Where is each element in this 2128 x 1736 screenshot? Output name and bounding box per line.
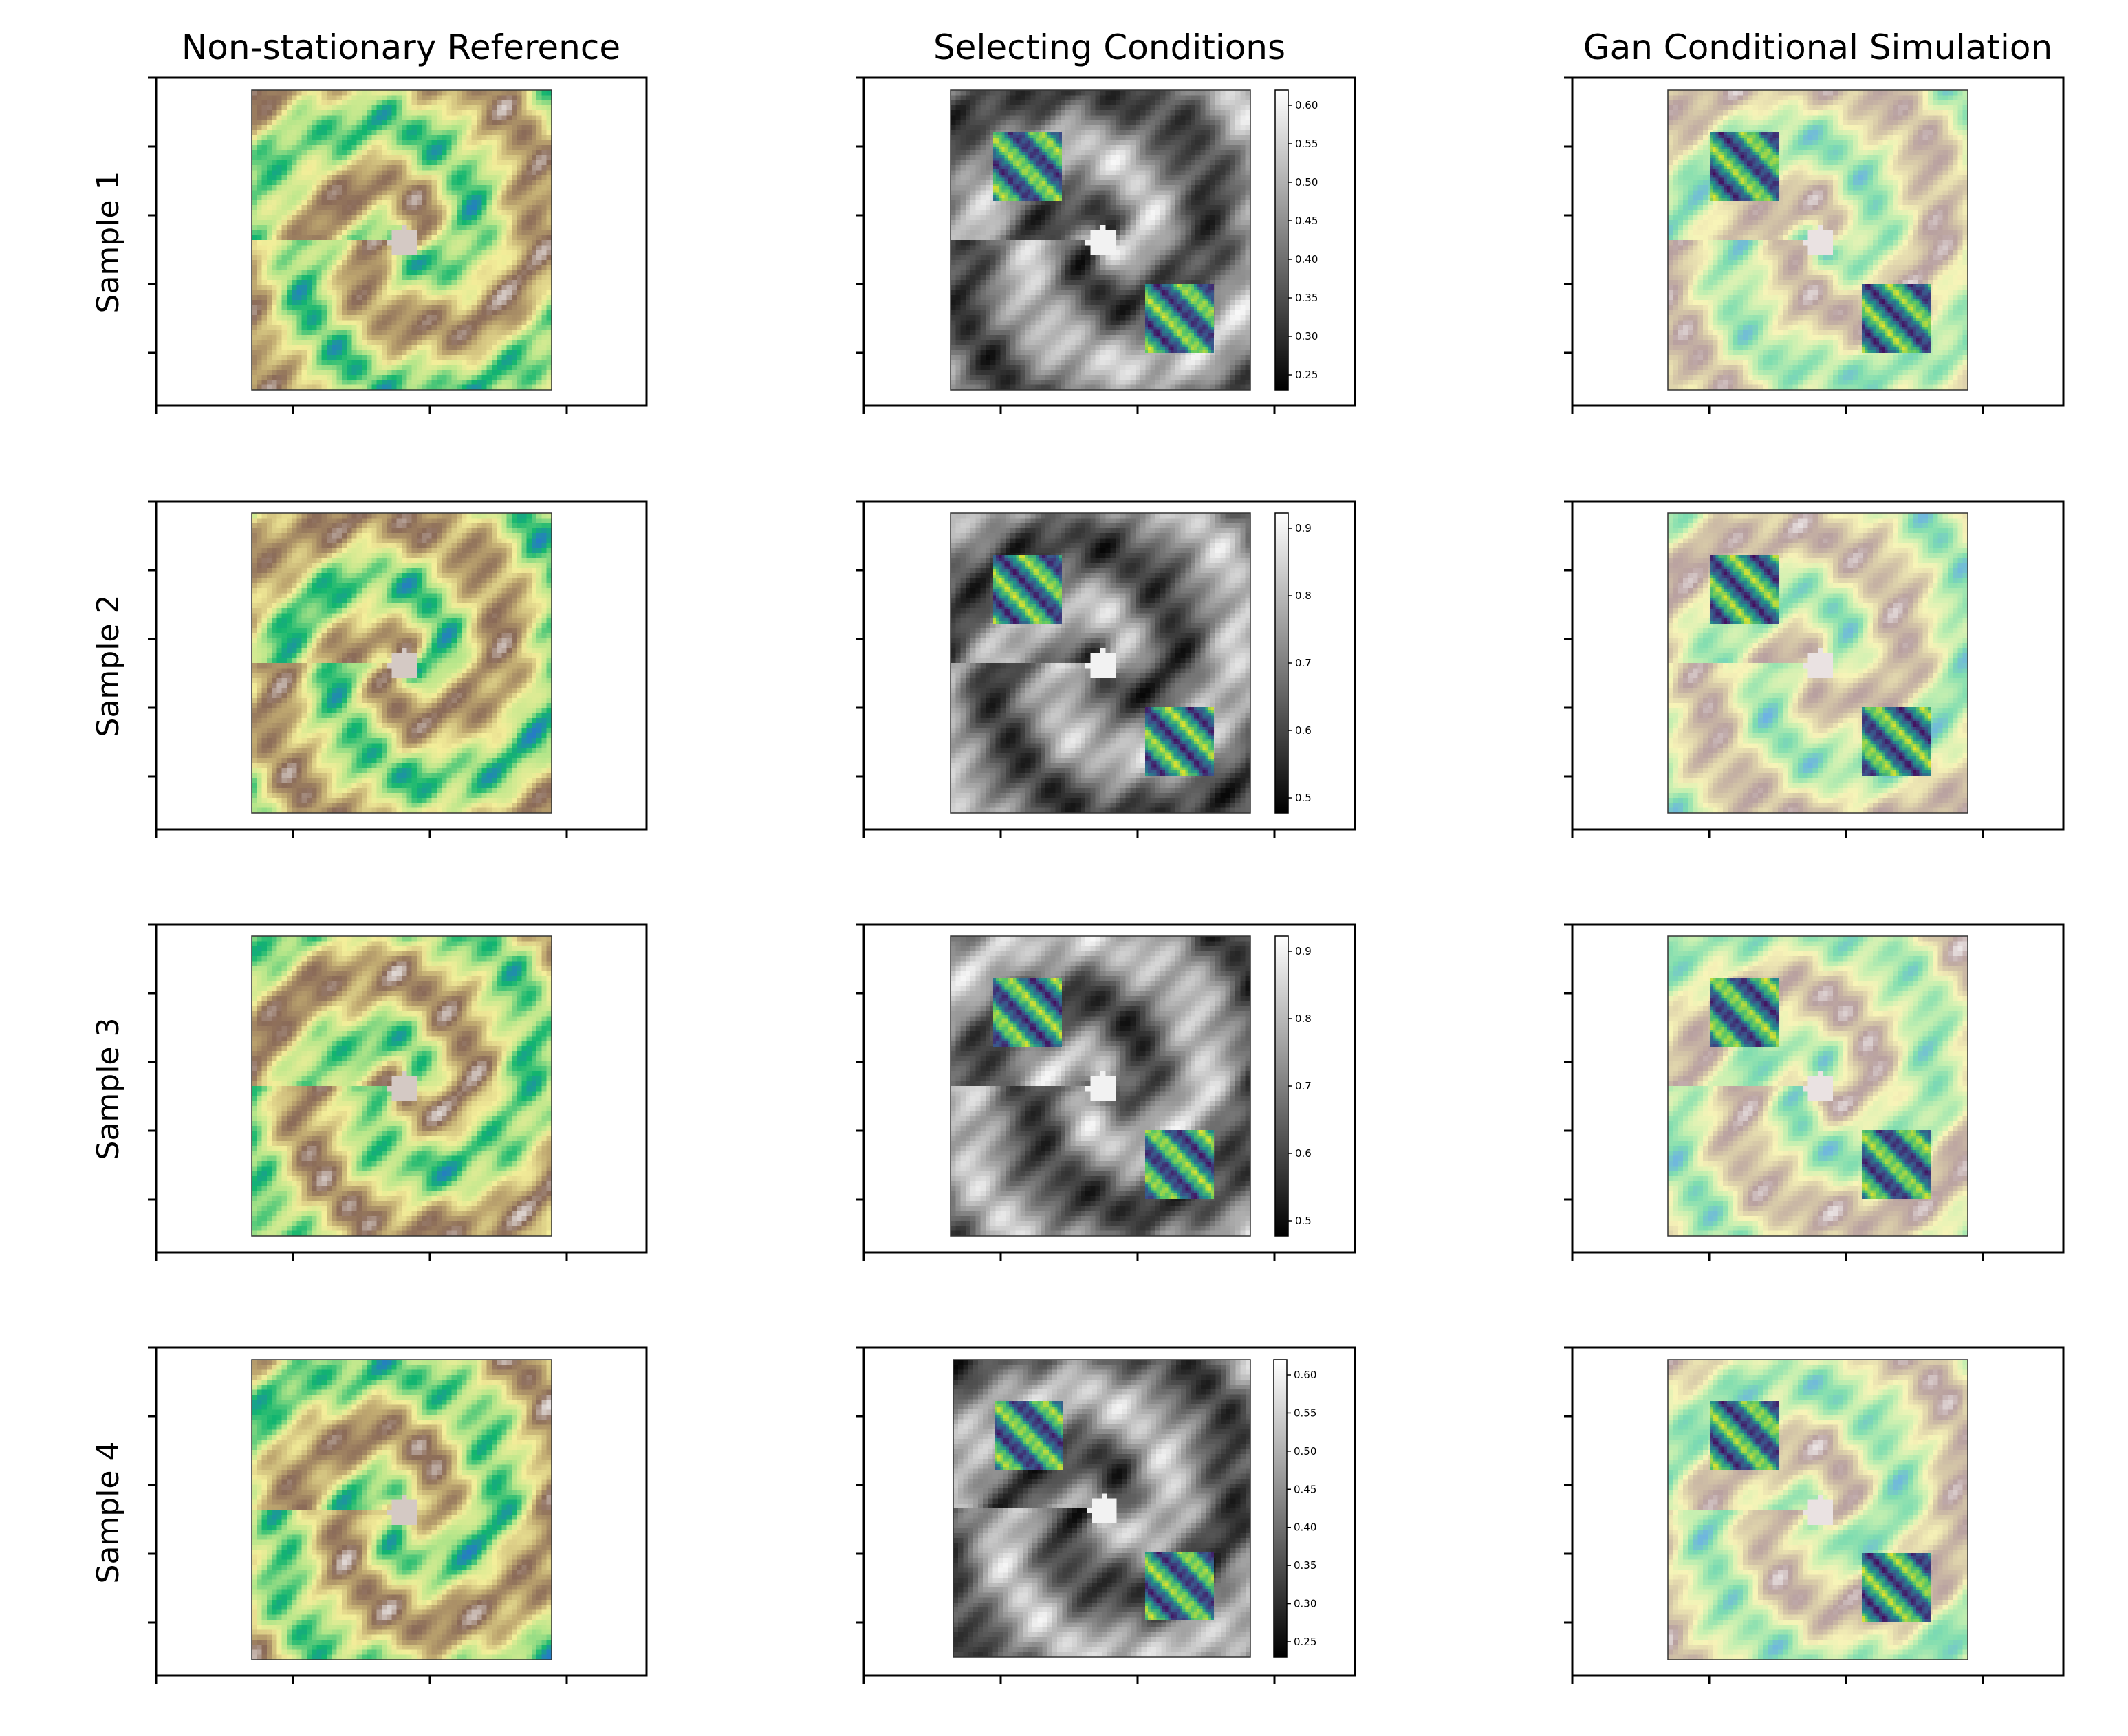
column-title-reference: Non-stationary Reference bbox=[182, 28, 620, 67]
condition-patch-upper-left bbox=[1710, 978, 1779, 1047]
panel-conditions-sample-3: 0.9 0.8 0.7 0.6 0.5 bbox=[856, 923, 1356, 1261]
condition-patch-lower-right bbox=[1145, 707, 1214, 776]
colorbar-tick-label: 0.40 bbox=[1295, 253, 1318, 265]
colorbar-tick-label: 0.25 bbox=[1295, 369, 1318, 381]
colorbar-tick-label: 0.30 bbox=[1295, 330, 1318, 343]
colorbar-tick-label: 0.7 bbox=[1295, 1080, 1312, 1092]
colorbar-sample-4 bbox=[1273, 1359, 1288, 1658]
axes-frame bbox=[1571, 1346, 2065, 1677]
colorbar-sample-3 bbox=[1274, 935, 1289, 1237]
row-label-sample-4: Sample 4 bbox=[91, 1442, 126, 1584]
map-border bbox=[1667, 935, 1968, 1237]
panel-simulation-sample-3 bbox=[1564, 923, 2065, 1261]
condition-patch-lower-right bbox=[1862, 1130, 1931, 1199]
panel-simulation-sample-1 bbox=[1564, 76, 2065, 414]
colorbar-tick-label: 0.55 bbox=[1294, 1407, 1316, 1419]
panel-conditions-sample-4: 0.60 0.55 0.50 0.45 0.40 0.35 0.30 0.25 bbox=[856, 1346, 1356, 1684]
condition-patch-lower-right bbox=[1862, 1553, 1931, 1622]
column-title-conditions: Selecting Conditions bbox=[933, 28, 1285, 67]
colorbar-ticks-sample-1: 0.60 0.55 0.50 0.45 0.40 0.35 0.30 0.25 bbox=[1288, 99, 1318, 381]
reference-map-sample-1 bbox=[252, 90, 552, 390]
axes-frame bbox=[155, 76, 648, 407]
colorbar-tick-label: 0.8 bbox=[1295, 589, 1312, 602]
colorbar-ticks-sample-4: 0.60 0.55 0.50 0.45 0.40 0.35 0.30 0.25 bbox=[1287, 1369, 1316, 1648]
colorbar-tick-label: 0.6 bbox=[1295, 1147, 1312, 1160]
axes-frame bbox=[1571, 76, 2065, 407]
map-border bbox=[1667, 512, 1968, 814]
condition-patch-upper-left bbox=[993, 555, 1062, 624]
axes-frame bbox=[1571, 923, 2065, 1254]
panel-reference-sample-1 bbox=[148, 76, 648, 414]
panel-reference-sample-3 bbox=[148, 923, 648, 1261]
map-border bbox=[950, 935, 1251, 1237]
panel-conditions-sample-2: 0.9 0.8 0.7 0.6 0.5 bbox=[856, 500, 1356, 838]
colorbar-tick-label: 0.25 bbox=[1294, 1636, 1316, 1648]
condition-patch-lower-right bbox=[1145, 1130, 1214, 1199]
condition-patch-lower-right bbox=[1145, 1552, 1214, 1620]
condition-patch-upper-left bbox=[993, 978, 1062, 1047]
condition-patch-lower-right bbox=[1145, 284, 1214, 353]
reference-map-sample-4 bbox=[252, 1360, 552, 1660]
map-border bbox=[251, 1359, 552, 1660]
colorbar-tick-label: 0.50 bbox=[1295, 176, 1318, 188]
panel-simulation-sample-2 bbox=[1564, 500, 2065, 838]
reference-map-sample-3 bbox=[252, 936, 552, 1236]
colorbar-tick-label: 0.7 bbox=[1295, 657, 1312, 669]
reference-map-sample-2 bbox=[252, 513, 552, 813]
colorbar-tick-label: 0.45 bbox=[1295, 215, 1318, 227]
axes-frame bbox=[155, 1346, 648, 1677]
colorbar-tick-label: 0.60 bbox=[1294, 1369, 1316, 1381]
column-title-simulation: Gan Conditional Simulation bbox=[1583, 28, 2052, 67]
axes-frame bbox=[862, 923, 1356, 1254]
condition-patch-upper-left bbox=[993, 132, 1062, 201]
map-border bbox=[251, 89, 552, 391]
colorbar-ticks-sample-3: 0.9 0.8 0.7 0.6 0.5 bbox=[1288, 945, 1312, 1227]
panel-reference-sample-4 bbox=[148, 1346, 648, 1684]
colorbar-tick-label: 0.55 bbox=[1295, 138, 1318, 150]
map-border bbox=[1667, 1359, 1968, 1660]
colorbar-tick-label: 0.50 bbox=[1294, 1445, 1316, 1457]
panel-conditions-sample-1: 0.60 0.55 0.50 0.45 0.40 0.35 0.30 0.25 bbox=[856, 76, 1356, 414]
axes-frame bbox=[862, 76, 1356, 407]
condition-patch-upper-left bbox=[995, 1401, 1063, 1470]
condition-patch-upper-left bbox=[1710, 132, 1779, 201]
row-label-sample-3: Sample 3 bbox=[91, 1018, 126, 1160]
colorbar-sample-1 bbox=[1274, 89, 1289, 391]
colorbar-tick-label: 0.8 bbox=[1295, 1012, 1312, 1025]
row-label-sample-1: Sample 1 bbox=[91, 171, 126, 314]
colorbar-tick-label: 0.35 bbox=[1294, 1559, 1316, 1572]
map-border bbox=[251, 512, 552, 814]
colorbar-ticks-sample-2: 0.9 0.8 0.7 0.6 0.5 bbox=[1288, 522, 1312, 804]
colorbar-sample-2 bbox=[1274, 512, 1289, 814]
colorbar-tick-label: 0.5 bbox=[1295, 792, 1312, 804]
map-border bbox=[950, 89, 1251, 391]
colorbar-tick-label: 0.9 bbox=[1295, 522, 1312, 534]
colorbar-tick-label: 0.6 bbox=[1295, 724, 1312, 737]
colorbar-tick-label: 0.40 bbox=[1294, 1521, 1316, 1534]
panel-simulation-sample-4 bbox=[1564, 1346, 2065, 1684]
axes-frame bbox=[862, 500, 1356, 831]
axes-frame bbox=[1571, 500, 2065, 831]
map-border bbox=[953, 1359, 1251, 1658]
row-label-sample-2: Sample 2 bbox=[91, 595, 126, 737]
colorbar-tick-label: 0.9 bbox=[1295, 945, 1312, 957]
colorbar-tick-label: 0.35 bbox=[1295, 292, 1318, 304]
map-border bbox=[251, 935, 552, 1237]
axes-frame bbox=[862, 1346, 1356, 1677]
colorbar-tick-label: 0.60 bbox=[1295, 99, 1318, 111]
axes-frame bbox=[155, 500, 648, 831]
panel-reference-sample-2 bbox=[148, 500, 648, 838]
condition-patch-upper-left bbox=[1710, 555, 1779, 624]
condition-patch-lower-right bbox=[1862, 707, 1931, 776]
colorbar-tick-label: 0.30 bbox=[1294, 1598, 1316, 1610]
axes-frame bbox=[155, 923, 648, 1254]
map-border bbox=[1667, 89, 1968, 391]
map-border bbox=[950, 512, 1251, 814]
condition-patch-upper-left bbox=[1710, 1401, 1779, 1470]
colorbar-tick-label: 0.45 bbox=[1294, 1483, 1316, 1495]
condition-patch-lower-right bbox=[1862, 284, 1931, 353]
colorbar-tick-label: 0.5 bbox=[1295, 1215, 1312, 1227]
